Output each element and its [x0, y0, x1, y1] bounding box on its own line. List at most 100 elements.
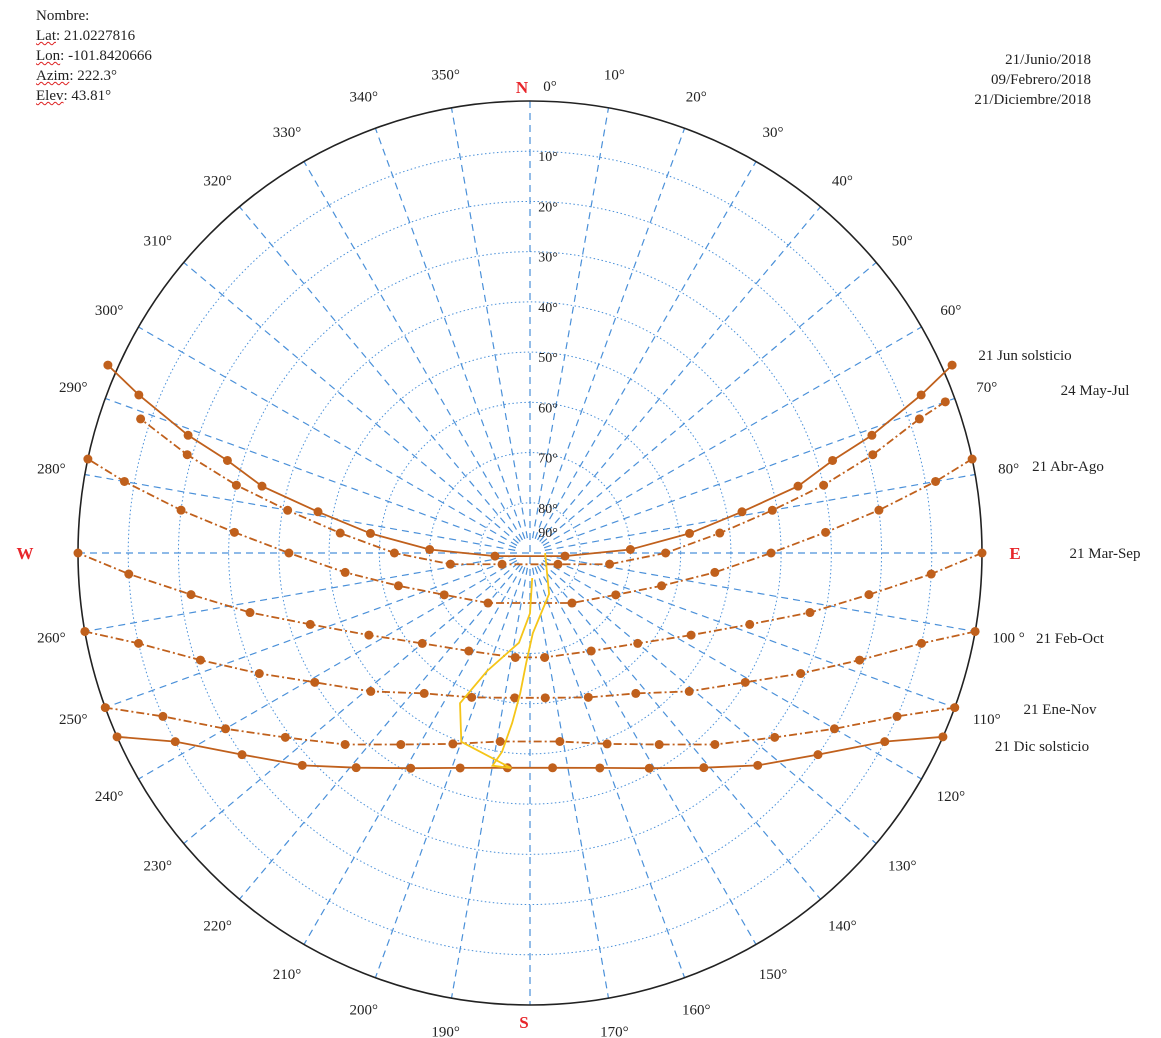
sun-hour-point: [710, 567, 720, 577]
sun-hour-point: [340, 739, 350, 749]
azimuth-tick-label: 280°: [37, 462, 66, 478]
sun-hour-point: [661, 548, 671, 558]
sun-hour-point: [310, 677, 320, 687]
sun-hour-point: [396, 740, 406, 750]
azimuth-tick-label: 140°: [828, 918, 857, 934]
azimuth-tick-label: 300°: [95, 303, 124, 319]
sun-hour-point: [548, 763, 558, 773]
sun-path-3: [77, 552, 983, 659]
sun-hour-point: [631, 688, 641, 698]
sun-hour-point: [495, 736, 505, 746]
dates-panel: 21/Junio/2018 09/Febrero/2018 21/Diciemb…: [974, 50, 1091, 110]
sun-hour-point: [540, 693, 550, 703]
sun-hour-point: [874, 505, 884, 515]
sun-hour-point: [821, 527, 831, 537]
sun-hour-point: [73, 548, 83, 558]
sun-hour-point: [940, 397, 950, 407]
azimuth-line: [450, 567, 528, 999]
sun-hour-point: [686, 630, 696, 640]
azimuth-line: [539, 206, 821, 542]
grid-group: [78, 101, 982, 1005]
azimuth-tick-label: 240°: [95, 789, 124, 805]
sun-hour-point: [938, 732, 948, 742]
elevation-tick-label: 20°: [538, 200, 558, 215]
sun-hour-point: [829, 724, 839, 734]
info-lat: Lat: 21.0227816: [36, 26, 152, 46]
sun-hour-point: [828, 455, 838, 465]
sun-hour-point: [867, 430, 877, 440]
sun-hour-point: [715, 528, 725, 538]
azimuth-tick-label: 330°: [273, 125, 302, 141]
azimuth-tick-label: 70°: [976, 380, 997, 396]
sun-hour-point: [366, 686, 376, 696]
azimuth-line: [534, 566, 686, 978]
sun-hour-point: [419, 688, 429, 698]
azimuth-tick-label: 0°: [543, 79, 557, 95]
info-azim-value: : 222.3°: [69, 68, 117, 84]
azimuth-line: [105, 557, 517, 709]
sun-hour-point: [813, 750, 823, 760]
sun-hour-point: [254, 669, 264, 679]
azimuth-tick-label: 20°: [686, 89, 707, 105]
azimuth-tick-label: 230°: [143, 858, 172, 874]
date-june: 21/Junio/2018: [1005, 52, 1091, 68]
sun-hour-point: [257, 481, 267, 491]
azimuth-tick-label: 30°: [763, 125, 784, 141]
sun-hour-point: [602, 739, 612, 749]
sun-hour-point: [305, 619, 315, 629]
info-lon-value: : -101.8420666: [60, 48, 152, 64]
azimuth-tick-label: 150°: [759, 967, 788, 983]
sun-hour-point: [119, 476, 129, 486]
azimuth-line: [138, 326, 518, 546]
sun-hour-point: [297, 760, 307, 770]
azimuth-line: [450, 107, 528, 539]
series-label: 21 Mar-Sep: [1070, 546, 1141, 562]
sun-hour-point: [540, 652, 550, 662]
info-lat-value: : 21.0227816: [56, 28, 136, 44]
analemma-curve: [459, 552, 551, 769]
sun-hour-point: [611, 590, 621, 600]
sun-hour-point: [745, 619, 755, 629]
azimuth-tick-label: 10°: [604, 67, 625, 83]
sun-hour-point: [855, 655, 865, 665]
azimuth-line: [542, 326, 922, 546]
compass-east: E: [1009, 544, 1020, 563]
sun-path-0: [107, 364, 953, 557]
sun-hour-point: [914, 414, 924, 424]
sun-hour-point: [947, 360, 957, 370]
sun-hour-point: [710, 739, 720, 749]
info-elev-label: Elev: [36, 88, 64, 104]
sun-hour-point: [740, 677, 750, 687]
azimuth-tick-label: 60°: [940, 303, 961, 319]
sun-hour-point: [393, 581, 403, 591]
sun-hour-point: [967, 454, 977, 464]
sun-hour-point: [231, 480, 241, 490]
info-lat-label: Lat: [36, 28, 56, 44]
azimuth-line: [537, 565, 757, 945]
sun-hour-point: [340, 567, 350, 577]
sun-hour-point: [490, 551, 500, 561]
elevation-tick-label: 10°: [538, 150, 558, 165]
elevation-ring: [228, 251, 832, 855]
sun-hour-point: [112, 732, 122, 742]
sun-hour-point: [950, 703, 960, 713]
azimuth-tick-label: 40°: [832, 174, 853, 190]
sun-hour-point: [796, 669, 806, 679]
compass-north: N: [516, 78, 529, 97]
sun-hour-point: [793, 481, 803, 491]
sun-path-5: [105, 706, 955, 746]
sun-path-4: [84, 630, 976, 699]
sun-hour-point: [977, 548, 987, 558]
sun-hour-point: [770, 732, 780, 742]
sun-hour-point: [510, 693, 520, 703]
info-elev-value: : 43.81°: [63, 88, 112, 104]
sun-hour-point: [497, 559, 507, 569]
sun-hour-point: [657, 581, 667, 591]
sun-hour-point: [351, 763, 361, 773]
azimuth-line: [84, 555, 516, 633]
sun-hour-point: [136, 414, 146, 424]
sun-hour-point: [237, 750, 247, 760]
sun-hour-point: [280, 732, 290, 742]
azimuth-tick-label: 190°: [431, 1025, 460, 1038]
